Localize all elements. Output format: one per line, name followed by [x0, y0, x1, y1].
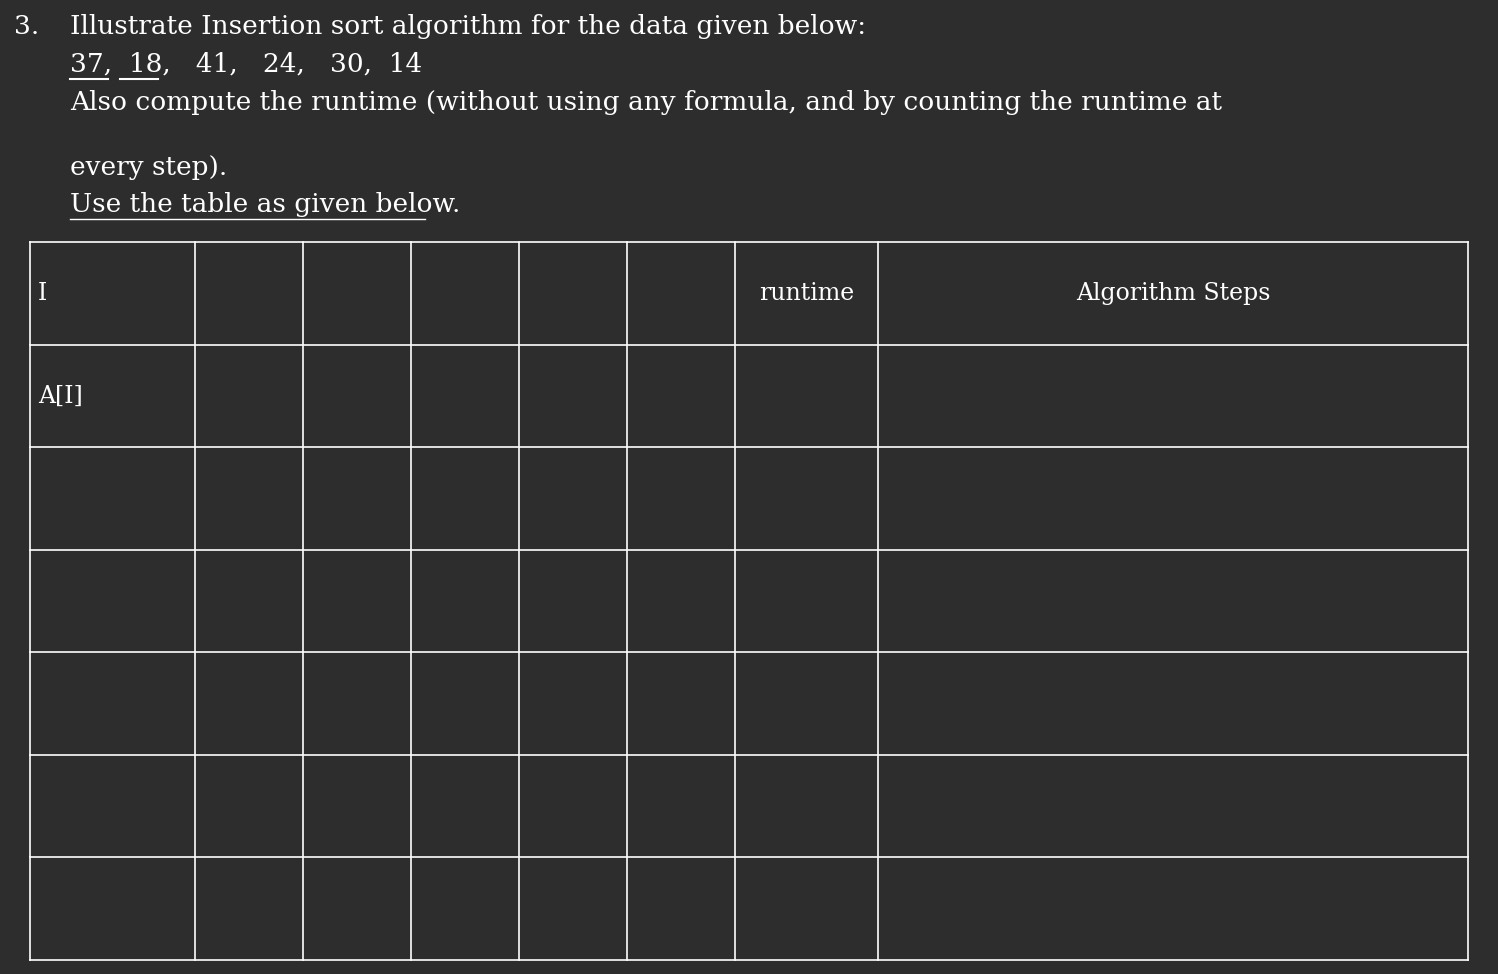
Text: 3.: 3. [13, 14, 39, 39]
Text: Algorithm Steps: Algorithm Steps [1076, 281, 1270, 305]
Text: every step).: every step). [70, 155, 228, 180]
Text: runtime: runtime [759, 281, 854, 305]
Text: A[I]: A[I] [37, 385, 82, 407]
Text: Illustrate Insertion sort algorithm for the data given below:: Illustrate Insertion sort algorithm for … [70, 14, 866, 39]
Text: 37,  18,   41,   24,   30,  14: 37, 18, 41, 24, 30, 14 [70, 52, 422, 77]
Text: Also compute the runtime (without using any formula, and by counting the runtime: Also compute the runtime (without using … [70, 90, 1222, 115]
Text: Use the table as given below.: Use the table as given below. [70, 192, 460, 217]
Text: I: I [37, 281, 48, 305]
